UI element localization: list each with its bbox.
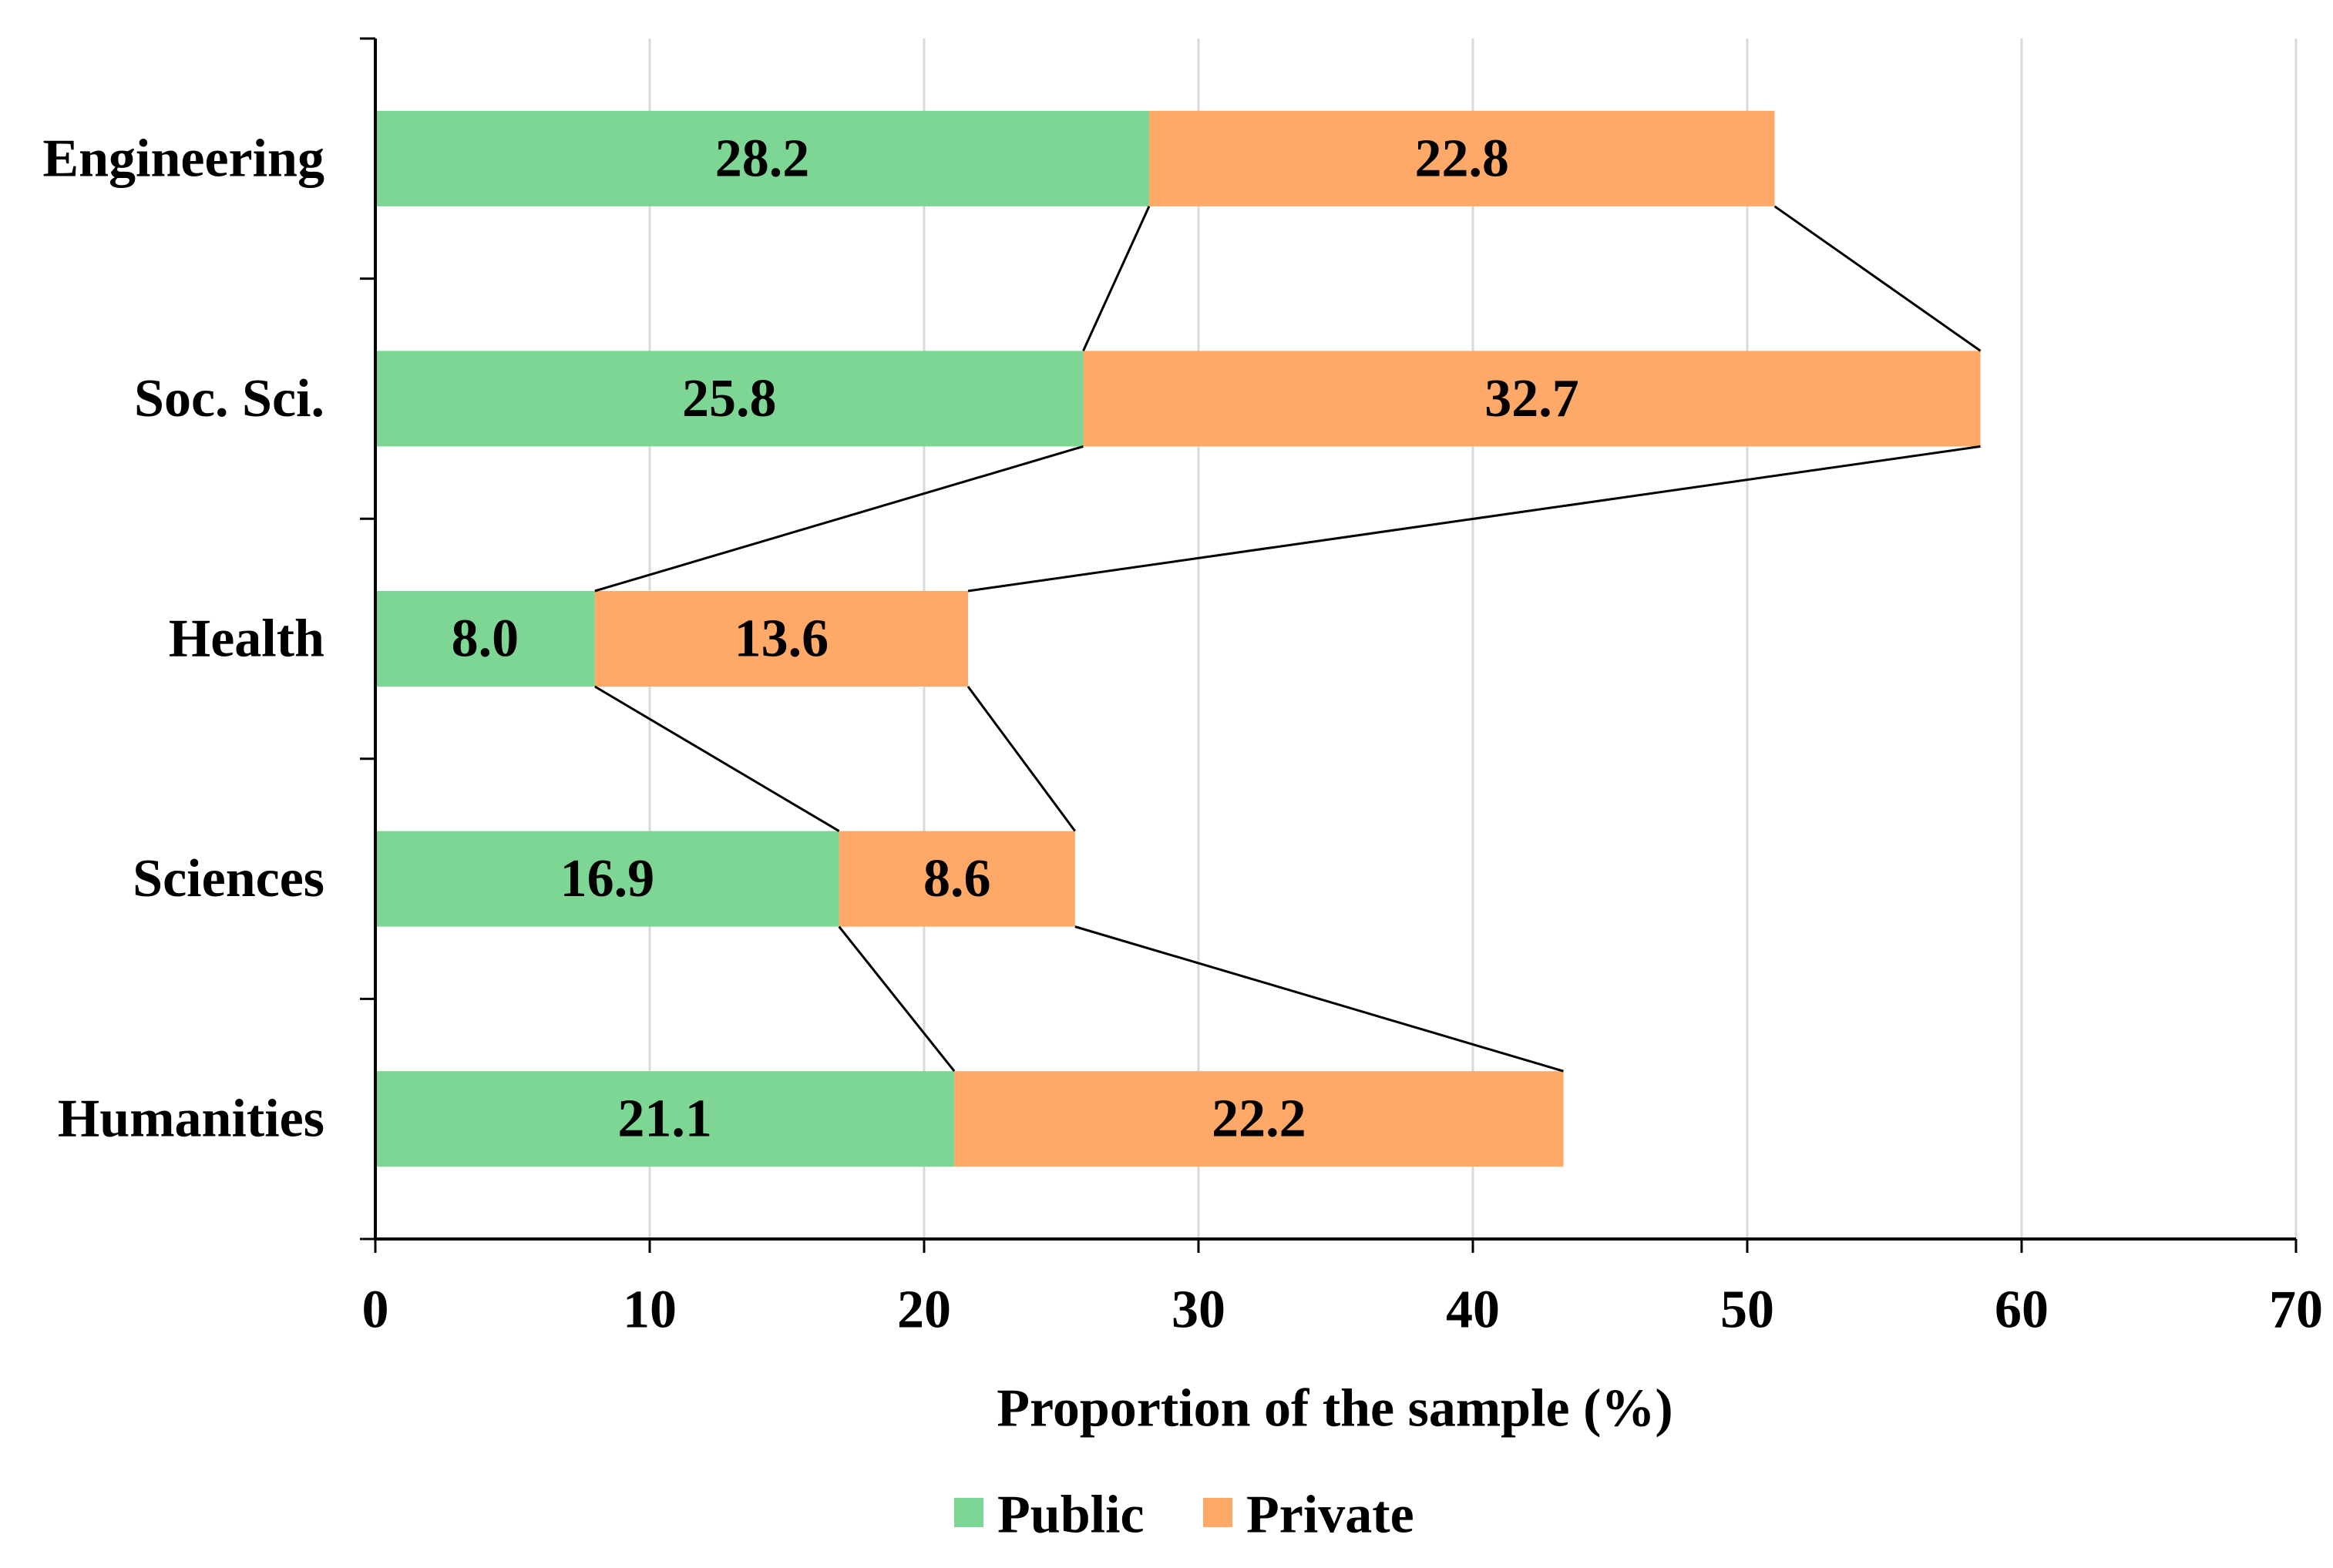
bar-health-private: [594, 591, 968, 687]
series-line-public-0: [1082, 206, 1151, 352]
data-label-engineering-public: 28.2: [715, 129, 810, 188]
x-tick-label-20: 20: [897, 1281, 951, 1340]
bar-health-public: [375, 591, 595, 687]
x-tick-labels: 0 10 20 30 40 50 60 70: [362, 1281, 2324, 1340]
series-lines: [594, 205, 1982, 1073]
legend: Public Private: [954, 1486, 1414, 1545]
series-line-private-2: [966, 686, 1077, 832]
x-tick-label-0: 0: [362, 1281, 389, 1340]
bar-soc-sci-private: [1083, 351, 1981, 447]
x-tick-label-60: 60: [1995, 1281, 2049, 1340]
data-label-health-public: 8.0: [452, 609, 519, 669]
legend-label-public: Public: [997, 1486, 1145, 1545]
data-label-engineering-private: 22.8: [1415, 129, 1510, 188]
category-label-sciences: Sciences: [133, 849, 324, 908]
category-label-engineering: Engineering: [42, 129, 324, 188]
data-label-humanities-private: 22.2: [1212, 1090, 1306, 1149]
bars: [375, 110, 1981, 1167]
x-tick-label-30: 30: [1172, 1281, 1225, 1340]
category-label-health: Health: [169, 609, 324, 669]
bar-engineering-private: [1148, 110, 1775, 206]
data-labels: 28.2 22.8 25.8 32.7 8.0 13.6 16.9 8.6 21.1 22.2: [452, 129, 1579, 1148]
category-labels: Engineering Soc. Sci. Health Sciences Humani…: [42, 129, 324, 1148]
axes: [360, 37, 2298, 1253]
bar-humanities-public: [375, 1071, 955, 1167]
bar-sciences-public: [375, 831, 839, 927]
legend-swatch-private: [1203, 1498, 1232, 1527]
bar-sciences-private: [839, 831, 1075, 927]
data-label-soc-sci-private: 32.7: [1484, 369, 1579, 428]
category-label-soc-sci: Soc. Sci.: [134, 369, 324, 428]
data-label-sciences-private: 8.6: [923, 849, 991, 908]
series-line-public-3: [838, 925, 956, 1073]
x-tick-label-70: 70: [2269, 1281, 2323, 1340]
data-label-health-private: 13.6: [735, 609, 829, 669]
legend-label-private: Private: [1246, 1486, 1414, 1545]
x-axis-title: Proportion of the sample (%): [997, 1379, 1673, 1439]
series-line-private-3: [1074, 925, 1564, 1073]
x-tick-label-50: 50: [1720, 1281, 1774, 1340]
x-tick-label-10: 10: [623, 1281, 677, 1340]
series-line-public-2: [594, 685, 840, 832]
category-label-humanities: Humanities: [58, 1090, 324, 1149]
series-line-private-1: [967, 445, 1981, 593]
bar-soc-sci-public: [375, 351, 1084, 447]
data-label-sciences-public: 16.9: [560, 849, 655, 908]
x-tick-label-40: 40: [1446, 1281, 1500, 1340]
data-label-humanities-public: 21.1: [617, 1090, 712, 1149]
bar-engineering-public: [375, 110, 1149, 206]
legend-swatch-public: [954, 1498, 983, 1527]
series-line-private-0: [1773, 205, 1982, 352]
gridlines: [648, 39, 2298, 1239]
bar-humanities-private: [954, 1071, 1564, 1167]
data-label-soc-sci-public: 25.8: [682, 369, 777, 428]
series-line-public-1: [594, 445, 1084, 593]
